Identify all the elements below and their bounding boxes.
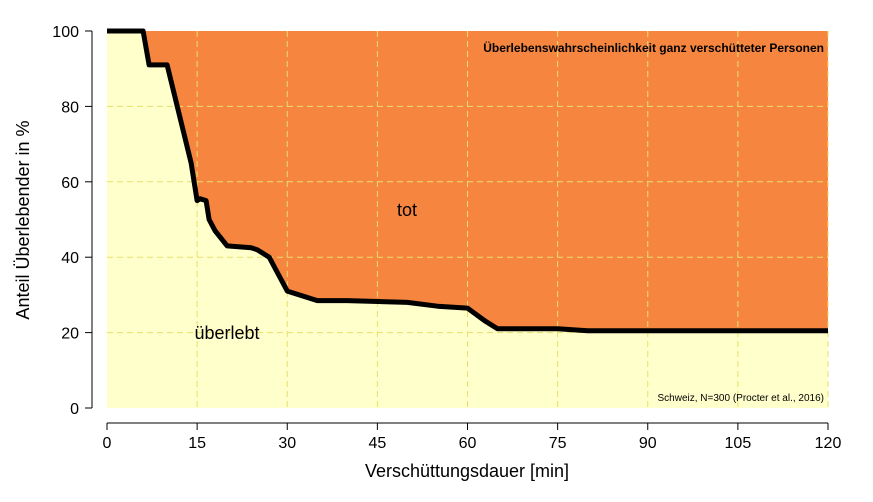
grid-lines [107, 31, 829, 408]
y-tick-label: 40 [61, 250, 79, 267]
plot-area [107, 28, 829, 408]
region-label-survived: überlebt [194, 323, 259, 343]
y-tick-label: 80 [61, 99, 79, 116]
survival-curve [107, 28, 828, 334]
chart-title: Überlebenswahrscheinlichkeit ganz versch… [483, 40, 824, 55]
y-tick-label: 20 [61, 326, 79, 343]
x-tick-label: 15 [188, 435, 206, 452]
x-tick-label: 105 [725, 435, 752, 452]
source-note: Schweiz, N=300 (Procter et al., 2016) [658, 393, 824, 404]
x-tick-label: 0 [103, 435, 112, 452]
x-tick-label: 90 [639, 435, 657, 452]
region-label-tot: tot [397, 200, 417, 220]
y-tick-label: 60 [61, 175, 79, 192]
x-axis: 0 15 30 45 60 75 90 105 120 [103, 422, 842, 452]
y-axis: 0 20 40 60 80 100 [52, 24, 93, 418]
x-tick-label: 75 [549, 435, 567, 452]
x-tick-label: 30 [278, 435, 296, 452]
x-tick-label: 120 [815, 435, 842, 452]
x-tick-label: 45 [368, 435, 386, 452]
x-tick-label: 60 [459, 435, 477, 452]
y-axis-title: Anteil Überlebender in % [13, 120, 33, 319]
y-tick-label: 100 [52, 24, 79, 41]
y-tick-label: 0 [70, 401, 79, 418]
x-axis-title: Verschüttungsdauer [min] [365, 461, 569, 481]
